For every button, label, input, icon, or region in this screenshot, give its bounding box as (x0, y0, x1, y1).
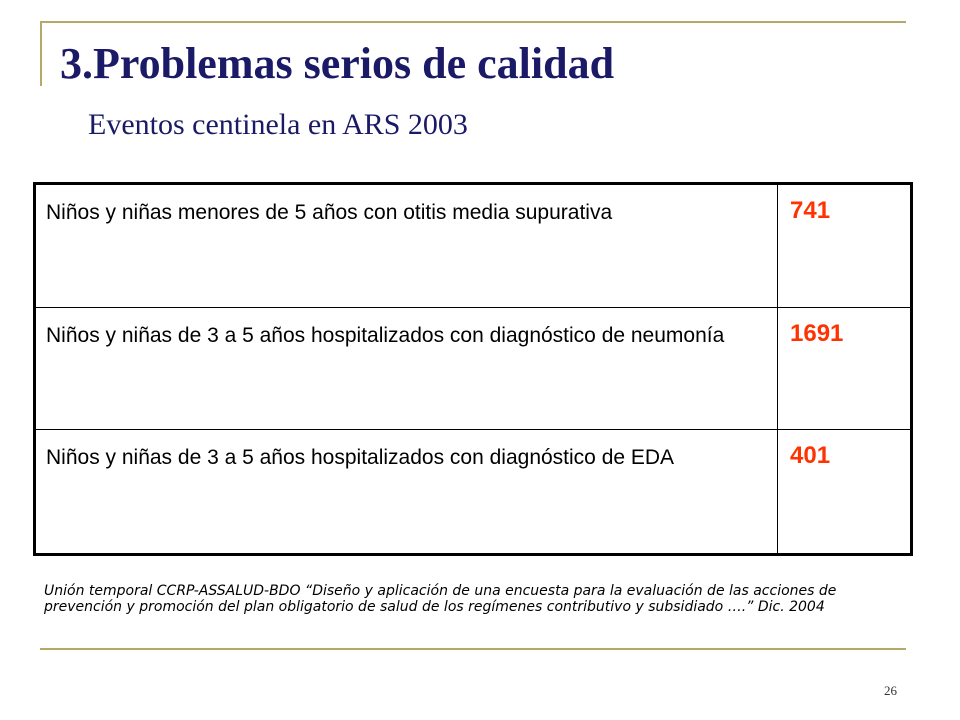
table-row-1-description: Niños y niñas menores de 5 años con otit… (36, 185, 778, 308)
table-row-1-value: 741 (778, 185, 910, 308)
table-row-2-description: Niños y niñas de 3 a 5 años hospitalizad… (36, 307, 778, 431)
bottom-rule (40, 648, 906, 650)
slide-title: 3.Problemas serios de calidad (60, 39, 615, 88)
top-rule (40, 21, 906, 23)
table-row-3-description: Niños y niñas de 3 a 5 años hospitalizad… (36, 430, 778, 553)
sentinel-events-table: Niños y niñas menores de 5 años con otit… (33, 182, 913, 556)
slide-subtitle: Eventos centinela en ARS 2003 (88, 108, 468, 141)
left-rule (40, 21, 42, 86)
table-row-3-value: 401 (790, 442, 831, 470)
page-number: 26 (884, 683, 897, 698)
source-citation: Unión temporal CCRP-ASSALUD-BDO “Diseño … (44, 583, 837, 615)
table-row-2-value: 1691 (778, 308, 910, 431)
